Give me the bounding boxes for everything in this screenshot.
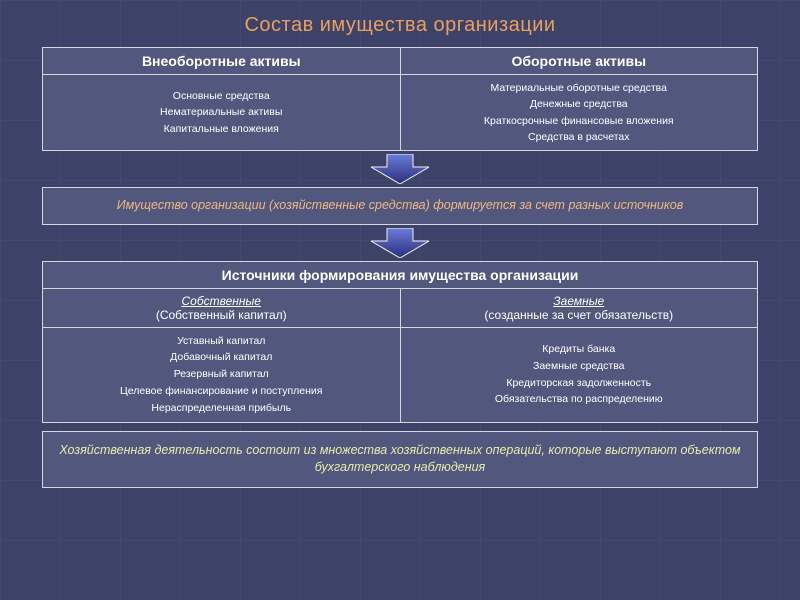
sources-sub-own: Собственные (Собственный капитал) (43, 288, 401, 327)
list-item: Целевое финансирование и поступления (47, 383, 396, 400)
list-item: Нераспределенная прибыль (47, 400, 396, 417)
sources-sub-borrowed-label: Заемные (405, 294, 754, 308)
list-item: Средства в расчетах (405, 129, 754, 145)
arrow-down-icon (371, 228, 429, 258)
sources-title: Источники формирования имущества организ… (43, 261, 758, 288)
sources-table: Источники формирования имущества организ… (42, 261, 758, 423)
list-item: Основные средства (47, 88, 396, 104)
assets-header-noncurrent: Внеоборотные активы (43, 48, 401, 75)
sources-sub-borrowed-note: (созданные за счет обязательств) (405, 308, 754, 322)
list-item: Кредиты банка (405, 341, 754, 358)
assets-table: Внеоборотные активы Оборотные активы Осн… (42, 47, 758, 151)
assets-current-list: Материальные оборотные средства Денежные… (400, 75, 758, 151)
sources-own-list: Уставный капитал Добавочный капитал Резе… (43, 327, 401, 422)
list-item: Материальные оборотные средства (405, 80, 754, 96)
list-item: Добавочный капитал (47, 349, 396, 366)
list-item: Обязательства по распределению (405, 391, 754, 408)
list-item: Нематериальные активы (47, 104, 396, 120)
sources-sub-own-label: Собственные (47, 294, 396, 308)
arrow-2 (42, 228, 758, 258)
sources-borrowed-list: Кредиты банка Заемные средства Кредиторс… (400, 327, 758, 422)
list-item: Уставный капитал (47, 333, 396, 350)
list-item: Кредиторская задолженность (405, 375, 754, 392)
sources-sub-own-note: (Собственный капитал) (47, 308, 396, 322)
list-item: Заемные средства (405, 358, 754, 375)
list-item: Резервный капитал (47, 366, 396, 383)
footer-statement: Хозяйственная деятельность состоит из мн… (42, 431, 758, 488)
page-title: Состав имущества организации (42, 14, 758, 37)
list-item: Денежные средства (405, 96, 754, 112)
assets-noncurrent-list: Основные средства Нематериальные активы … (43, 75, 401, 151)
arrow-1 (42, 154, 758, 184)
middle-statement: Имущество организации (хозяйственные сре… (42, 187, 758, 225)
sources-sub-borrowed: Заемные (созданные за счет обязательств) (400, 288, 758, 327)
assets-header-current: Оборотные активы (400, 48, 758, 75)
arrow-down-icon (371, 154, 429, 184)
list-item: Краткосрочные финансовые вложения (405, 113, 754, 129)
list-item: Капитальные вложения (47, 121, 396, 137)
